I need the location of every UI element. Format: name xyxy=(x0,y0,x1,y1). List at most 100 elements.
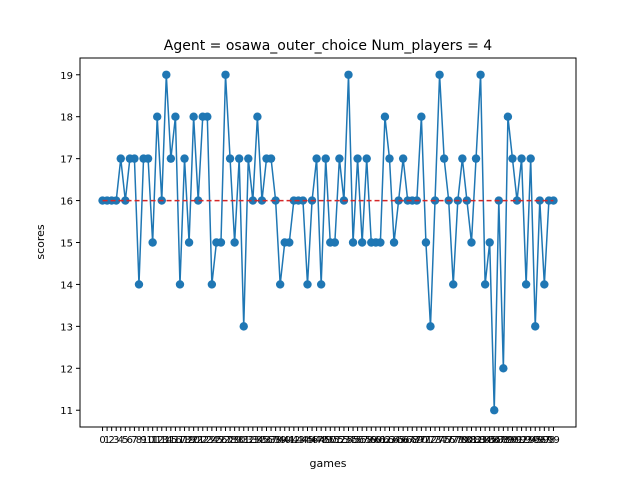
data-point xyxy=(171,112,180,121)
x-tick-label: 25 xyxy=(210,435,223,446)
data-point xyxy=(285,238,294,247)
data-point xyxy=(257,196,267,205)
data-point xyxy=(476,70,485,79)
plot-area xyxy=(98,70,558,415)
data-point xyxy=(271,196,280,205)
data-point xyxy=(148,238,157,247)
x-tick-label: 96 xyxy=(533,435,546,446)
x-tick-label: 78 xyxy=(451,435,464,446)
x-tick-label: 4 xyxy=(118,435,124,446)
data-point xyxy=(203,112,212,121)
x-tick-label: 80 xyxy=(461,435,474,446)
x-tick-label: 40 xyxy=(278,435,291,446)
data-point xyxy=(480,280,490,289)
x-tick-label: 90 xyxy=(506,435,519,446)
x-tick-label: 48 xyxy=(315,435,328,446)
x-tick-label: 95 xyxy=(529,435,542,446)
x-tick-label: 74 xyxy=(433,435,446,446)
data-point xyxy=(266,154,276,163)
data-point xyxy=(216,238,226,247)
data-point xyxy=(485,238,494,247)
x-tick-label: 92 xyxy=(515,435,528,446)
x-tick-label: 6 xyxy=(127,435,133,446)
x-tick-label: 72 xyxy=(424,435,437,446)
data-point xyxy=(421,238,431,247)
data-point xyxy=(112,196,121,205)
data-point xyxy=(239,322,248,331)
x-tick-label: 41 xyxy=(283,435,296,446)
x-tick-label: 60 xyxy=(369,435,382,446)
data-point xyxy=(531,322,540,331)
data-point xyxy=(499,364,508,373)
data-point xyxy=(189,112,198,121)
x-tick-label: 33 xyxy=(246,435,259,446)
x-tick-label: 98 xyxy=(543,435,556,446)
x-tick-label: 14 xyxy=(160,435,173,446)
data-point xyxy=(244,154,253,163)
data-point xyxy=(180,154,189,163)
data-point xyxy=(508,154,517,163)
data-point xyxy=(225,154,235,163)
data-point xyxy=(357,238,367,247)
x-tick-label: 58 xyxy=(360,435,373,446)
data-point xyxy=(175,280,185,289)
data-point xyxy=(162,70,171,79)
data-point xyxy=(435,70,444,79)
x-tick-label: 54 xyxy=(342,435,355,446)
x-tick-label: 45 xyxy=(301,435,314,446)
x-tick-label: 66 xyxy=(397,435,410,446)
x-tick-label: 81 xyxy=(465,435,478,446)
x-tick-label: 53 xyxy=(338,435,351,446)
data-point xyxy=(207,280,217,289)
x-tick-label: 77 xyxy=(447,435,460,446)
x-tick-label: 76 xyxy=(442,435,455,446)
data-point xyxy=(316,280,326,289)
y-tick-label: 17 xyxy=(60,155,73,166)
x-tick-label: 31 xyxy=(237,435,250,446)
x-tick-label: 17 xyxy=(174,435,187,446)
x-tick-label: 29 xyxy=(228,435,241,446)
data-point xyxy=(426,322,435,331)
x-tick-label: 57 xyxy=(356,435,369,446)
x-tick-label: 75 xyxy=(438,435,451,446)
x-tick-label: 19 xyxy=(183,435,196,446)
x-tick-label: 5 xyxy=(122,435,128,446)
x-tick-label: 73 xyxy=(429,435,442,446)
x-tick-label: 97 xyxy=(538,435,551,446)
data-point xyxy=(362,154,371,163)
data-point xyxy=(503,112,513,121)
x-tick-label: 91 xyxy=(511,435,524,446)
y-tick-label: 18 xyxy=(60,113,73,124)
x-tick-label: 68 xyxy=(406,435,419,446)
data-point xyxy=(512,196,522,205)
x-tick-label: 59 xyxy=(365,435,378,446)
x-tick-label: 79 xyxy=(456,435,469,446)
y-tick-label: 14 xyxy=(60,280,73,291)
x-tick-label: 7 xyxy=(131,435,137,446)
data-point xyxy=(303,280,312,289)
x-tick-label: 32 xyxy=(242,435,255,446)
x-tick-label: 12 xyxy=(151,435,164,446)
chart-title: Agent = osawa_outer_choice Num_players =… xyxy=(164,38,493,54)
data-point xyxy=(184,238,194,247)
x-tick-label: 70 xyxy=(415,435,428,446)
y-axis-label: scores xyxy=(34,224,47,260)
y-tick-label: 12 xyxy=(60,364,73,375)
x-tick-label: 1 xyxy=(104,435,110,446)
x-tick-label: 37 xyxy=(265,435,278,446)
x-tick-label: 94 xyxy=(524,435,537,446)
data-point xyxy=(248,196,258,205)
x-tick-label: 3 xyxy=(113,435,119,446)
data-point xyxy=(467,238,476,247)
data-point xyxy=(134,280,144,289)
data-point xyxy=(521,280,531,289)
x-tick-label: 9 xyxy=(140,435,146,446)
data-point xyxy=(439,154,449,163)
data-point xyxy=(153,112,162,121)
data-point xyxy=(230,238,239,247)
x-tick-label: 49 xyxy=(319,435,332,446)
y-tick-label: 13 xyxy=(60,322,73,333)
data-point xyxy=(380,112,390,121)
data-point xyxy=(490,406,499,415)
x-tick-label: 43 xyxy=(292,435,305,446)
